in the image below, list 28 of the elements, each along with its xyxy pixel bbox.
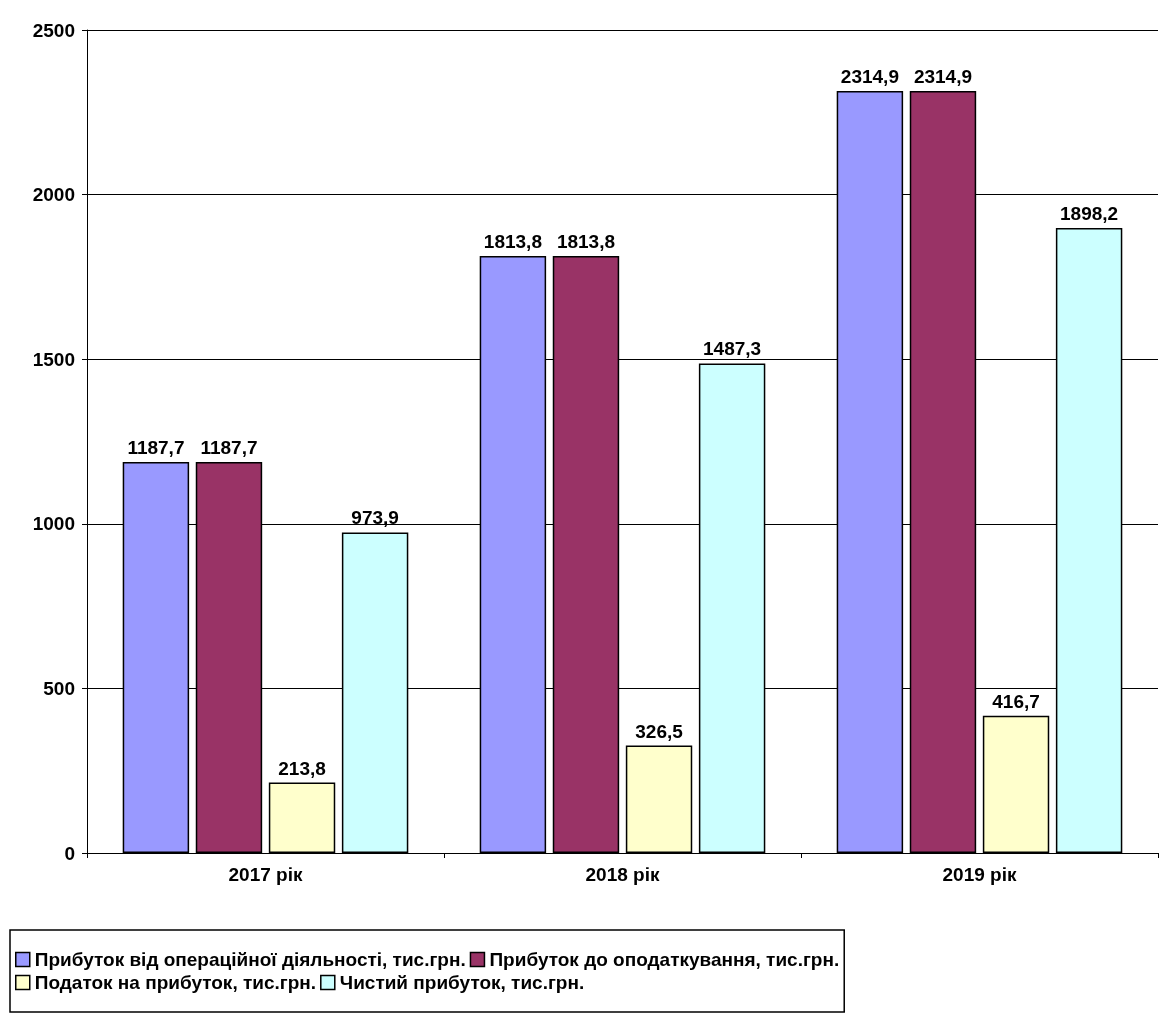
y-tick-label: 2000 (32, 184, 75, 206)
data-label: 1187,7 (127, 437, 185, 459)
data-label: 1898,2 (1060, 203, 1119, 225)
legend-label: Податок на прибуток, тис.грн. (34, 972, 317, 993)
y-tick-label: 2500 (32, 19, 75, 41)
bar (268, 782, 336, 853)
data-label: 1813,8 (483, 230, 542, 252)
legend-label: Чистий прибуток, тис.грн. (339, 972, 585, 993)
data-label: 213,8 (278, 757, 326, 779)
legend-label: Прибуток від операційної діяльності, тис.грн. (34, 949, 466, 970)
bar (982, 715, 1050, 853)
data-label: 973,9 (351, 507, 399, 529)
data-label: 1487,3 (703, 338, 762, 360)
y-tick-label: 0 (64, 842, 75, 864)
data-label: 2314,9 (840, 65, 899, 87)
data-label: 2314,9 (913, 65, 973, 87)
legend-label: Прибуток до оподаткування, тис.грн. (489, 949, 840, 970)
bar (625, 745, 693, 853)
data-label: 416,7 (992, 690, 1040, 712)
x-tick-label: 2018 рік (585, 864, 660, 885)
x-tick-label: 2019 рік (942, 864, 1017, 885)
y-tick-label: 500 (43, 677, 75, 699)
data-label: 1187,7 (200, 437, 258, 459)
y-tick-label: 1000 (32, 513, 75, 535)
data-label: 1813,8 (556, 230, 616, 252)
y-tick-label: 1500 (32, 348, 75, 370)
data-label: 326,5 (635, 720, 684, 742)
x-tick-label: 2017 рік (228, 864, 303, 885)
